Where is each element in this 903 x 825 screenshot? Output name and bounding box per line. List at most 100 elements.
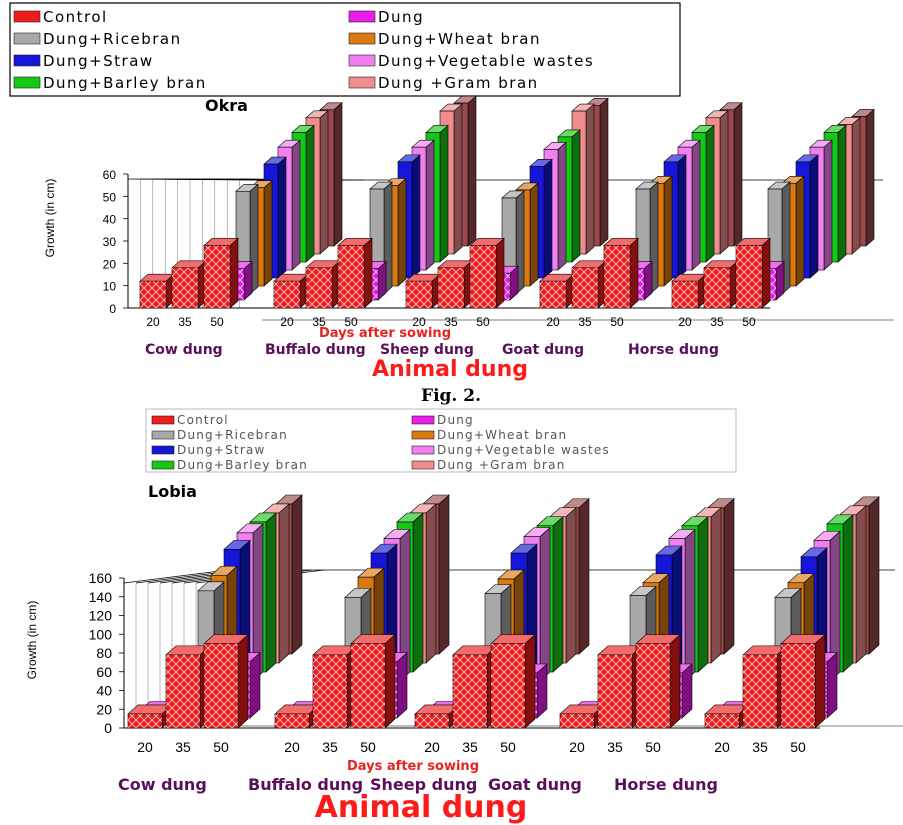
- bar-cow-dung-control-day-50: [203, 633, 249, 729]
- group-label-horse-dung: Horse dung: [614, 775, 718, 794]
- legend-label: Dung+Barley bran: [43, 74, 207, 92]
- bar-horse-dung-control-day-50: [735, 237, 771, 309]
- bar-cow-dung-control-day-20: [139, 273, 175, 309]
- bar-cow-dung-control-day-50: [203, 237, 239, 309]
- day-tick-label: 20: [137, 739, 153, 755]
- okra-y-tick-labels: 0 10 20 30 40 50 60: [103, 168, 128, 316]
- bar-cow-dung-control-day-35: [165, 645, 211, 729]
- lobia-y-tick-labels: 0 20 40 60 80 100 120 140 160: [89, 570, 124, 736]
- bar-horse-dung-control-day-20: [671, 273, 707, 309]
- bar-horse-dung-control-day-35: [703, 260, 739, 309]
- legend-swatch: [151, 415, 175, 425]
- group-label-sheep-dung: Sheep dung: [380, 342, 474, 358]
- legend-item-dung: Dung: [348, 8, 424, 26]
- day-tick-label: 20: [146, 315, 160, 329]
- legend-label: Dung +Gram bran: [437, 458, 566, 472]
- figure-caption: Fig. 2.: [421, 386, 481, 406]
- legend-label: Dung: [378, 8, 424, 26]
- y-tick-label: 10: [103, 280, 117, 294]
- day-tick-label: 50: [213, 739, 229, 755]
- day-tick-label: 35: [175, 739, 191, 755]
- bar-goat-dung-control-day-20: [539, 273, 575, 309]
- legend-label: Control: [43, 8, 108, 26]
- bar-sheep-dung-control-day-50: [490, 633, 536, 729]
- legend-swatch: [13, 32, 41, 45]
- day-tick-label: 20: [678, 315, 692, 329]
- legend-item-dung-gram-bran: Dung +Gram bran: [411, 458, 566, 472]
- group-label-horse-dung: Horse dung: [628, 342, 719, 358]
- day-tick-label: 20: [424, 739, 440, 755]
- group-label-buffalo-dung: Buffalo dung: [248, 775, 363, 794]
- legend-swatch: [348, 76, 376, 89]
- okra-title: Okra: [205, 96, 248, 115]
- day-tick-label: 20: [412, 315, 426, 329]
- legend-swatch: [411, 430, 435, 440]
- legend-swatch: [411, 415, 435, 425]
- legend-item-dung-wheat-bran: Dung+Wheat bran: [411, 428, 566, 442]
- y-tick-label: 0: [109, 302, 116, 316]
- day-tick-label: 50: [610, 315, 624, 329]
- legend-item-dung-barley-bran: Dung+Barley bran: [151, 458, 307, 472]
- day-tick-label: 35: [462, 739, 478, 755]
- legend-label: Dung+Vegetable wastes: [378, 52, 594, 70]
- lobia-plot-area: [123, 494, 903, 729]
- legend-item-dung-vegetable-wastes: Dung+Vegetable wastes: [411, 443, 610, 457]
- bar-buffalo-dung-control-day-35: [312, 645, 358, 729]
- group-label-buffalo-dung: Buffalo dung: [265, 342, 366, 358]
- legend-item-dung-vegetable-wastes: Dung+Vegetable wastes: [348, 52, 594, 70]
- legend-item-dung-gram-bran: Dung +Gram bran: [348, 74, 537, 92]
- y-tick-label: 60: [96, 664, 112, 680]
- y-tick-label: 40: [103, 213, 117, 227]
- bar-buffalo-dung-control-day-20: [274, 704, 320, 729]
- bar-buffalo-dung-control-day-20: [273, 273, 309, 309]
- legend-label: Dung+Vegetable wastes: [437, 443, 610, 457]
- okra-legend: Control Dung Dung+Ricebran Dung+Wheat bran D…: [9, 2, 681, 97]
- legend-label: Control: [177, 413, 229, 427]
- okra-y-axis-label: Growth (in cm): [43, 179, 57, 258]
- legend-label: Dung+Ricebran: [43, 30, 182, 48]
- legend-swatch: [411, 460, 435, 470]
- legend-label: Dung+Ricebran: [177, 428, 288, 442]
- legend-item-dung-straw: Dung+Straw: [13, 52, 152, 70]
- bar-cow-dung-control-day-35: [171, 260, 207, 309]
- y-tick-label: 20: [96, 701, 112, 717]
- day-tick-label: 50: [360, 739, 376, 755]
- legend-swatch: [13, 76, 41, 89]
- okra-group-axis-title: Animal dung: [372, 357, 528, 382]
- bar-horse-dung-control-day-35: [742, 645, 788, 729]
- day-tick-label: 50: [645, 739, 661, 755]
- lobia-title: Lobia: [148, 482, 197, 501]
- day-tick-label: 50: [742, 315, 756, 329]
- legend-swatch: [348, 10, 376, 23]
- day-tick-label: 35: [710, 315, 724, 329]
- bar-horse-dung-control-day-20: [704, 704, 750, 729]
- legend-item-dung-straw: Dung+Straw: [151, 443, 264, 457]
- bar-sheep-dung-control-day-20: [414, 704, 460, 729]
- y-tick-label: 100: [89, 626, 113, 642]
- y-tick-label: 60: [103, 168, 117, 182]
- y-tick-label: 140: [89, 589, 113, 605]
- day-tick-label: 50: [790, 739, 806, 755]
- bar-goat-dung-control-day-20: [559, 704, 605, 729]
- legend-item-dung-ricebran: Dung+Ricebran: [151, 428, 288, 442]
- y-tick-label: 80: [96, 645, 112, 661]
- day-tick-label: 35: [607, 739, 623, 755]
- day-tick-label: 20: [280, 315, 294, 329]
- y-tick-label: 0: [104, 720, 112, 736]
- bar-horse-dung-control-day-50: [780, 633, 826, 729]
- bar-sheep-dung-control-day-50: [469, 237, 505, 309]
- okra-day-tick-labels: 20 35 50 20 35 50 20 35 50 20 35 50 20 35 50: [146, 315, 756, 329]
- group-label-sheep-dung: Sheep dung: [370, 775, 477, 794]
- bar-buffalo-dung-control-day-50: [350, 633, 396, 729]
- day-tick-label: 35: [178, 315, 192, 329]
- legend-label: Dung+Wheat bran: [378, 30, 541, 48]
- bar-goat-dung-control-day-35: [571, 260, 607, 309]
- legend-swatch: [348, 32, 376, 45]
- day-tick-label: 20: [546, 315, 560, 329]
- bar-goat-dung-control-day-50: [603, 237, 639, 309]
- y-tick-label: 40: [96, 683, 112, 699]
- day-tick-label: 50: [500, 739, 516, 755]
- day-tick-label: 50: [476, 315, 490, 329]
- lobia-day-tick-labels: 20 35 50 20 35 50 20 35 50 20 35 50 20 35 50: [137, 739, 806, 755]
